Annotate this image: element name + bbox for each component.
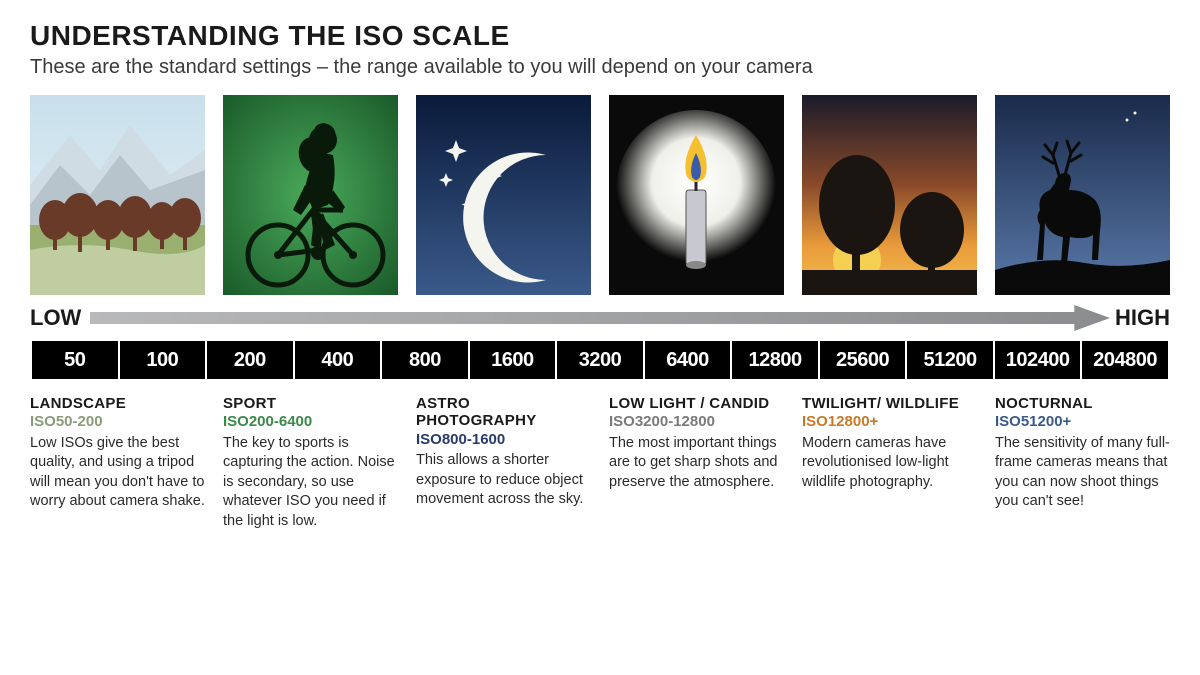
scale-cell: 400: [295, 341, 383, 379]
desc-lowlight: LOW LIGHT / CANDIDISO3200-12800The most …: [609, 395, 784, 532]
astro-illustration: [416, 95, 591, 295]
scale-cell: 204800: [1082, 341, 1168, 379]
scale-cell: 800: [382, 341, 470, 379]
arrow-icon: [90, 305, 1110, 331]
desc-nocturnal: NOCTURNALISO51200+The sensitivity of man…: [995, 395, 1170, 532]
arrow-high-label: HIGH: [1110, 305, 1170, 331]
scale-cell: 12800: [732, 341, 820, 379]
desc-landscape: LANDSCAPEISO50-200Low ISOs give the best…: [30, 395, 205, 532]
desc-iso: ISO12800+: [802, 412, 977, 432]
scale-cell: 3200: [557, 341, 645, 379]
desc-sport: SPORTISO200-6400The key to sports is cap…: [223, 395, 398, 532]
desc-iso: ISO3200-12800: [609, 412, 784, 432]
scale-cell: 1600: [470, 341, 558, 379]
scale-cell: 100: [120, 341, 208, 379]
desc-iso: ISO800-1600: [416, 430, 591, 450]
desc-iso: ISO50-200: [30, 412, 205, 432]
desc-title: LANDSCAPE: [30, 395, 205, 412]
descriptions-row: LANDSCAPEISO50-200Low ISOs give the best…: [30, 395, 1170, 532]
scale-cell: 25600: [820, 341, 908, 379]
desc-body: The sensitivity of many full-frame camer…: [995, 434, 1170, 512]
scale-cell: 200: [207, 341, 295, 379]
page-subtitle: These are the standard settings – the ra…: [30, 56, 1170, 79]
desc-body: The most important things are to get sha…: [609, 434, 784, 493]
desc-body: Modern cameras have revolutionised low-l…: [802, 434, 977, 493]
iso-scale-bar: 5010020040080016003200640012800256005120…: [30, 339, 1170, 381]
desc-title: SPORT: [223, 395, 398, 412]
desc-title: ASTRO PHOTOGRAPHY: [416, 395, 591, 430]
desc-iso: ISO51200+: [995, 412, 1170, 432]
scale-cell: 50: [32, 341, 120, 379]
page-title: UNDERSTANDING THE ISO SCALE: [30, 20, 1170, 52]
illustration-row: [30, 95, 1170, 295]
nocturnal-illustration: [995, 95, 1170, 295]
scale-cell: 102400: [995, 341, 1083, 379]
arrow-low-label: LOW: [30, 305, 90, 331]
desc-body: This allows a shorter exposure to reduce…: [416, 451, 591, 510]
desc-body: The key to sports is capturing the actio…: [223, 434, 398, 532]
desc-iso: ISO200-6400: [223, 412, 398, 432]
desc-body: Low ISOs give the best quality, and usin…: [30, 434, 205, 512]
desc-title: LOW LIGHT / CANDID: [609, 395, 784, 412]
desc-twilight: TWILIGHT/ WILDLIFEISO12800+Modern camera…: [802, 395, 977, 532]
scale-cell: 51200: [907, 341, 995, 379]
sport-illustration: [223, 95, 398, 295]
landscape-illustration: [30, 95, 205, 295]
twilight-illustration: [802, 95, 977, 295]
arrow-row: LOW HIGH: [30, 305, 1170, 331]
desc-title: NOCTURNAL: [995, 395, 1170, 412]
desc-title: TWILIGHT/ WILDLIFE: [802, 395, 977, 412]
desc-astro: ASTRO PHOTOGRAPHYISO800-1600This allows …: [416, 395, 591, 532]
lowlight-illustration: [609, 95, 784, 295]
scale-cell: 6400: [645, 341, 733, 379]
